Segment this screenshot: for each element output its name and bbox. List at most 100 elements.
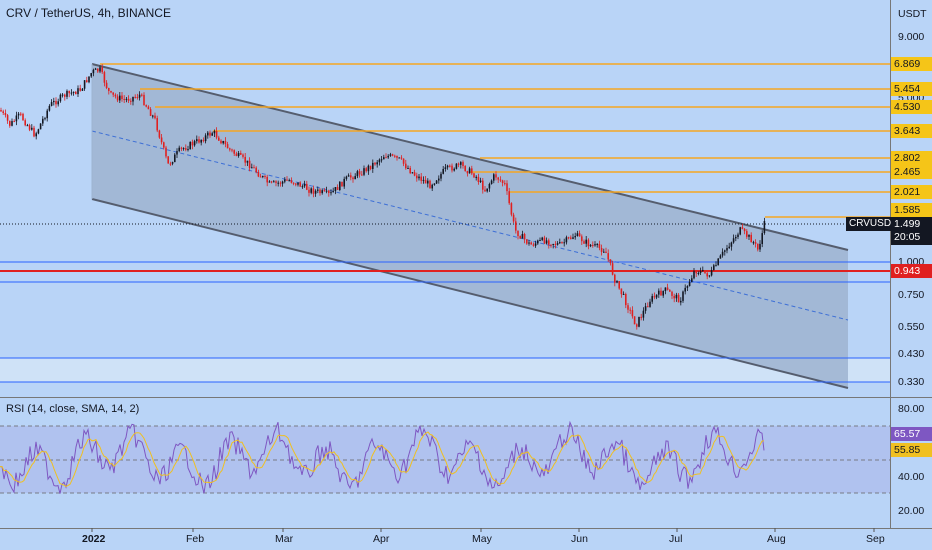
candle-body: [625, 294, 627, 306]
candle-body: [704, 270, 706, 274]
candlesticks: [0, 64, 766, 330]
candle-body: [713, 265, 715, 271]
candle-body: [468, 168, 471, 174]
candle-body: [629, 309, 631, 311]
candle-body: [581, 236, 583, 242]
candle-body: [680, 300, 682, 303]
candle-body: [365, 168, 367, 172]
candle-body: [79, 88, 81, 91]
channel-top-line[interactable]: [91, 63, 849, 251]
level-tag[interactable]: 5.454: [891, 82, 932, 96]
price-axis-currency: USDT: [898, 8, 927, 20]
candle-body: [552, 244, 554, 245]
candle-body: [493, 174, 495, 181]
candle-body: [233, 150, 235, 154]
candle-body: [187, 149, 189, 151]
candle-body: [715, 265, 717, 267]
symbol-tag: CRVUSDT: [846, 217, 901, 231]
candle-body: [726, 248, 728, 251]
candle-body: [50, 102, 53, 106]
level-tag[interactable]: 6.869: [891, 57, 932, 71]
candle-body: [671, 291, 673, 296]
channel-mid-line[interactable]: [91, 130, 849, 321]
candle-body: [35, 133, 37, 137]
candle-body: [702, 270, 704, 271]
candle-body: [297, 182, 299, 185]
candle-body: [0, 110, 2, 112]
candle-body: [589, 244, 592, 247]
candle-body: [730, 242, 733, 247]
level-tag[interactable]: 2.021: [891, 185, 932, 199]
candle-body: [435, 180, 438, 184]
candle-body: [218, 137, 220, 141]
candle-body: [757, 243, 759, 250]
candle-body: [11, 121, 13, 126]
candle-body: [411, 172, 414, 174]
candle-body: [66, 90, 68, 97]
rsi-indicator-title[interactable]: RSI (14, close, SMA, 14, 2): [6, 403, 140, 415]
candle-body: [253, 167, 255, 169]
level-tag[interactable]: 4.530: [891, 100, 932, 114]
candle-body: [273, 181, 275, 183]
price-tick: 0.430: [898, 348, 925, 360]
candle-body: [391, 154, 394, 156]
candle-body: [108, 88, 110, 91]
candle-body: [182, 148, 185, 150]
channel-bottom-line[interactable]: [91, 198, 849, 389]
candle-body: [374, 162, 376, 165]
candle-body: [398, 157, 400, 159]
candle-body: [88, 76, 90, 83]
candle-body: [451, 165, 453, 171]
candle-body: [444, 167, 447, 169]
time-label: Sep: [866, 533, 885, 545]
candle-body: [259, 176, 262, 178]
candle-body: [559, 242, 561, 244]
candle-body: [167, 156, 169, 164]
candle-body: [90, 73, 92, 77]
symbol-title[interactable]: CRV / TetherUS, 4h, BINANCE: [6, 6, 171, 20]
candle-body: [160, 137, 163, 143]
candle-body: [526, 239, 528, 244]
candle-body: [303, 183, 306, 187]
candle-body: [699, 270, 702, 273]
candle-body: [198, 139, 200, 143]
candle-body: [453, 168, 455, 171]
rsi-sma-tag: 55.85: [891, 443, 932, 457]
candle-body: [105, 82, 108, 88]
candle-body: [717, 258, 719, 266]
candle-body: [686, 286, 689, 288]
level-tag[interactable]: 3.643: [891, 124, 932, 138]
candle-body: [688, 281, 691, 287]
candle-body: [754, 242, 757, 244]
candle-body: [748, 234, 750, 237]
candle-body: [97, 68, 99, 72]
candle-body: [229, 148, 231, 150]
candle-body: [431, 184, 433, 189]
level-tag[interactable]: 2.802: [891, 151, 932, 165]
candle-body: [519, 236, 521, 239]
candle-body: [631, 310, 634, 317]
level-tag[interactable]: 2.465: [891, 165, 932, 179]
candle-body: [372, 162, 374, 169]
current-price: 1.499: [894, 218, 921, 230]
level-tag[interactable]: 1.585: [891, 203, 932, 217]
candle-body: [53, 100, 55, 103]
candle-body: [24, 120, 26, 126]
candle-body: [9, 120, 11, 126]
candle-body: [20, 113, 22, 115]
candle-body: [277, 182, 279, 184]
candle-body: [369, 165, 372, 169]
candle-body: [363, 168, 365, 175]
time-axis[interactable]: [91, 528, 875, 532]
candle-body: [31, 127, 33, 130]
candle-body: [420, 176, 422, 181]
candle-body: [416, 175, 418, 179]
candle-body: [655, 294, 658, 298]
red-level-tag[interactable]: 0.943: [891, 264, 932, 278]
candle-body: [666, 287, 669, 290]
candle-body: [61, 94, 64, 96]
candle-body: [6, 115, 9, 121]
candle-body: [81, 88, 84, 91]
candle-body: [42, 118, 44, 124]
